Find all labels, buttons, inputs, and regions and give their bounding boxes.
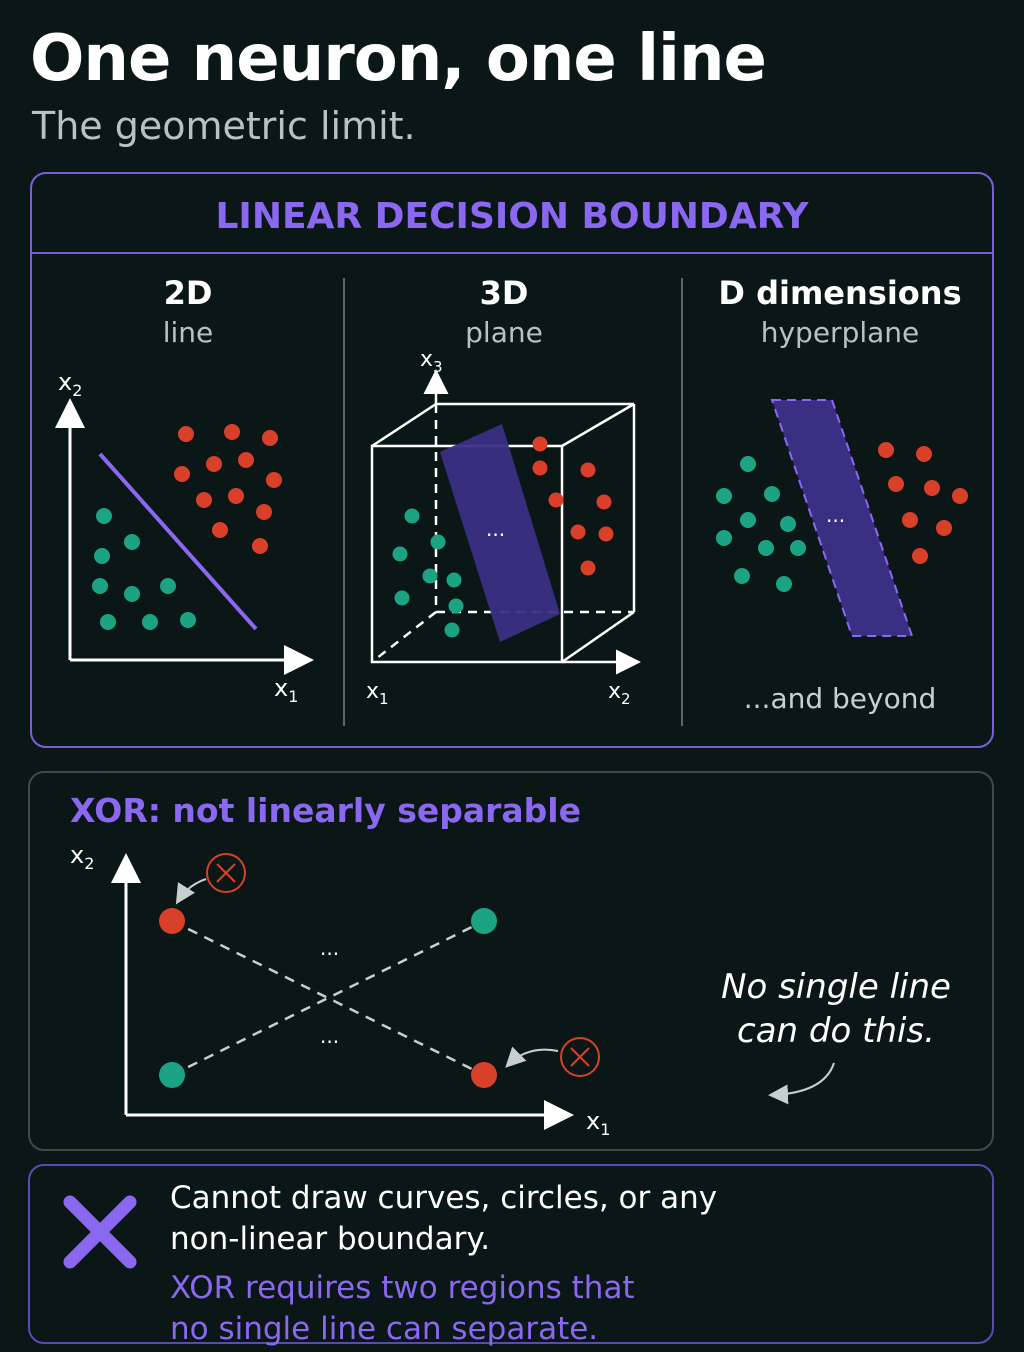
- red-class-points: [532, 436, 614, 576]
- xor-point-green: [159, 1062, 185, 1088]
- pointer-arrow-icon: [175, 878, 207, 905]
- column-d-title: D dimensions: [718, 274, 962, 312]
- x2-axis-label: x2: [608, 679, 631, 708]
- hyperplane-ellipsis: ...: [826, 503, 845, 527]
- cross-circle-icon: [206, 853, 246, 893]
- and-beyond-label: ...and beyond: [743, 682, 937, 715]
- xor-requirement-text: XOR requires two regions that no single …: [170, 1270, 635, 1347]
- x-axis-label: x1: [274, 674, 298, 706]
- xor-point-red: [471, 1062, 497, 1088]
- ellipsis-bottom: ...: [320, 1024, 339, 1048]
- xor-panel: XOR: not linearly separable x2 x1 ... ..…: [28, 771, 994, 1151]
- z-axis-label: x3: [420, 347, 443, 376]
- column-3d-subtitle: plane: [465, 316, 543, 349]
- ellipsis-top: ...: [320, 936, 339, 960]
- diagram-d-dimensions: ...: [716, 399, 968, 637]
- x-axis-label: x1: [586, 1107, 610, 1139]
- column-3d-title: 3D: [479, 274, 529, 312]
- column-divider: [681, 278, 683, 726]
- green-class-points: [716, 456, 806, 592]
- plane-ellipsis: ...: [486, 517, 505, 541]
- separating-plane: [440, 424, 560, 642]
- x1-axis-label: x1: [366, 679, 389, 708]
- red-class-points: [878, 442, 968, 564]
- limitation-text: Cannot draw curves, circles, or any non-…: [170, 1180, 718, 1257]
- xor-heading: XOR: not linearly separable: [70, 791, 581, 830]
- close-x-icon: [63, 1195, 137, 1269]
- y-axis-label: x2: [70, 841, 94, 873]
- diagram-2d: x2 x1: [55, 368, 314, 706]
- y-axis-label: x2: [58, 368, 82, 400]
- curved-arrow-icon: [768, 1062, 835, 1105]
- xor-diagram: x2 x1 ... ...: [70, 841, 610, 1139]
- pointer-arrow-icon: [505, 1046, 559, 1068]
- column-2d-subtitle: line: [162, 316, 214, 349]
- xor-point-green: [471, 908, 497, 934]
- dashed-diagonal: [171, 919, 485, 1077]
- linear-boundary-panel: LINEAR DECISION BOUNDARY 2D line 3D plan…: [30, 172, 994, 748]
- decision-line: [98, 452, 258, 631]
- linear-boundary-heading: LINEAR DECISION BOUNDARY: [215, 196, 809, 237]
- column-2d-title: 2D: [163, 274, 213, 312]
- xor-point-red: [159, 908, 185, 934]
- dashed-diagonal: [171, 919, 485, 1077]
- page-title: One neuron, one line: [30, 22, 767, 96]
- green-class-points: [92, 508, 196, 630]
- red-class-points: [174, 424, 282, 554]
- page-subtitle: The geometric limit.: [32, 104, 416, 148]
- xor-caption: No single line can do this.: [721, 967, 951, 1051]
- column-divider: [343, 278, 345, 726]
- heading-divider: [32, 252, 992, 254]
- hyperplane-band: [770, 399, 914, 637]
- diagram-3d: x3 x1 x2 ...: [366, 347, 641, 708]
- column-d-subtitle: hyperplane: [760, 316, 920, 349]
- green-class-points: [392, 508, 464, 638]
- cross-circle-icon: [560, 1037, 600, 1077]
- limitation-note-panel: Cannot draw curves, circles, or any non-…: [28, 1164, 994, 1347]
